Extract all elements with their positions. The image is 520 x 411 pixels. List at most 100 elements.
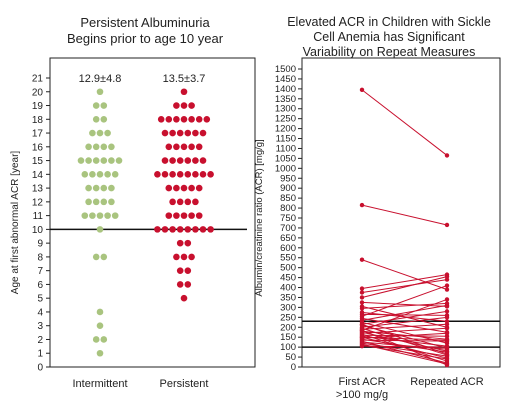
first-acr-point: [359, 290, 365, 295]
right-y-ticks: 0501001502002503003504004505005506006507…: [275, 64, 302, 373]
dot-persistent: [203, 115, 211, 123]
right-y-tick-label: 1100: [276, 143, 296, 154]
dot-persistent: [154, 171, 161, 178]
left-y-tick-label: 19: [32, 101, 44, 112]
dot-intermittent: [96, 212, 104, 219]
dot-persistent: [192, 171, 199, 178]
right-y-tick-label: 1400: [275, 84, 296, 95]
dot-persistent: [176, 171, 184, 178]
right-chart-title: Elevated ACR in Children with Sickle Cel…: [258, 15, 520, 60]
dot-persistent: [207, 226, 214, 233]
left-y-tick-label: 18: [32, 115, 44, 126]
right-plot-frame: [301, 57, 501, 368]
dot-intermittent: [104, 171, 111, 178]
dot-persistent: [180, 212, 188, 219]
first-acr-point: [359, 335, 365, 340]
dot-persistent: [165, 143, 173, 151]
left-y-tick-label: 2: [37, 335, 43, 346]
acr-pair-line: [361, 301, 448, 307]
dot-persistent: [188, 212, 195, 219]
repeated-acr-point: [444, 274, 450, 279]
acr-pair-line: [361, 339, 448, 342]
dot-persistent: [195, 143, 203, 151]
right-y-tick-label: 50: [285, 352, 296, 363]
dot-intermittent: [92, 253, 100, 261]
dot-persistent: [195, 115, 203, 123]
dot-intermittent: [92, 143, 100, 151]
repeated-acr-point: [444, 337, 450, 343]
dot-persistent: [165, 212, 173, 219]
left-y-tick-label: 11: [33, 211, 44, 222]
dot-intermittent: [96, 129, 104, 137]
dot-persistent: [157, 115, 165, 123]
acr-pair-line: [361, 304, 448, 321]
dot-persistent: [188, 115, 195, 123]
dot-persistent: [176, 129, 184, 137]
right-y-tick-label: 350: [280, 292, 296, 303]
first-acr-point: [359, 202, 365, 208]
left-y-tick-label: 14: [32, 170, 44, 181]
left-y-tick-label: 13: [32, 184, 44, 195]
dot-intermittent: [115, 157, 123, 164]
dot-persistent: [192, 129, 199, 137]
left-y-tick-label: 6: [37, 280, 43, 291]
left-y-tick-label: 16: [32, 142, 44, 153]
repeated-acr-point: [444, 297, 450, 302]
left-y-tick-label: 12: [32, 197, 44, 208]
first-acr-point: [359, 328, 365, 333]
dot-persistent: [176, 267, 184, 274]
dot-persistent: [199, 226, 207, 233]
repeated-acr-point: [444, 309, 450, 314]
dot-intermittent: [96, 88, 104, 96]
first-acr-point: [359, 295, 365, 300]
acr-pair-line: [361, 298, 448, 331]
dot-intermittent: [100, 336, 108, 343]
first-acr-point: [359, 286, 365, 291]
dot-persistent: [173, 184, 180, 192]
dot-persistent: [180, 184, 188, 192]
right-y-tick-label: 800: [280, 203, 296, 214]
dot-intermittent: [89, 212, 96, 219]
right-y-tick-label: 300: [280, 302, 296, 313]
right-y-tick-label: 0: [291, 362, 296, 373]
first-acr-point: [359, 300, 365, 305]
right-pair-lines: [359, 87, 450, 368]
left-labels: Age at first abnormal ACR [year] Intermit…: [10, 73, 208, 390]
dot-intermittent: [92, 157, 100, 164]
dot-persistent: [173, 212, 180, 219]
dot-persistent: [184, 239, 192, 247]
dot-persistent: [199, 129, 207, 137]
right-title-line-2: Cell Anemia has Significant: [313, 30, 465, 44]
left-y-tick-label: 8: [37, 252, 43, 263]
right-y-tick-label: 1200: [275, 124, 296, 135]
right-y-tick-label: 250: [280, 312, 296, 323]
dot-persistent: [195, 184, 203, 192]
left-chart-title: Persistent Albuminuria Begins prior to a…: [30, 15, 260, 47]
dot-persistent: [184, 157, 192, 164]
repeated-acr-point: [444, 287, 450, 292]
dot-persistent: [176, 226, 184, 233]
repeated-acr-point: [444, 322, 450, 327]
left-title-line-1: Persistent Albuminuria: [80, 15, 210, 30]
left-y-tick-label: 4: [37, 307, 43, 318]
acr-pair-line: [361, 342, 448, 357]
right-y-axis-label: Albumin/creatinine ratio (ACR) [mg/g]: [254, 139, 265, 296]
dot-persistent: [161, 157, 169, 164]
acr-pair-line: [361, 336, 448, 341]
dot-persistent: [192, 226, 199, 233]
dot-persistent: [188, 143, 195, 151]
right-category-label: First ACR: [338, 376, 385, 388]
right-y-tick-label: 200: [280, 322, 296, 333]
left-category-label: Intermittent: [72, 378, 127, 390]
right-y-tick-label: 400: [280, 283, 296, 294]
dot-intermittent: [100, 253, 108, 261]
left-y-axis-label: Age at first abnormal ACR [year]: [10, 151, 21, 295]
dot-persistent: [192, 157, 199, 164]
left-plot-border: [49, 57, 256, 368]
acr-pair-line: [361, 279, 448, 293]
dot-persistent: [199, 157, 207, 164]
right-y-tick-label: 650: [280, 233, 296, 244]
dot-intermittent: [92, 102, 100, 109]
